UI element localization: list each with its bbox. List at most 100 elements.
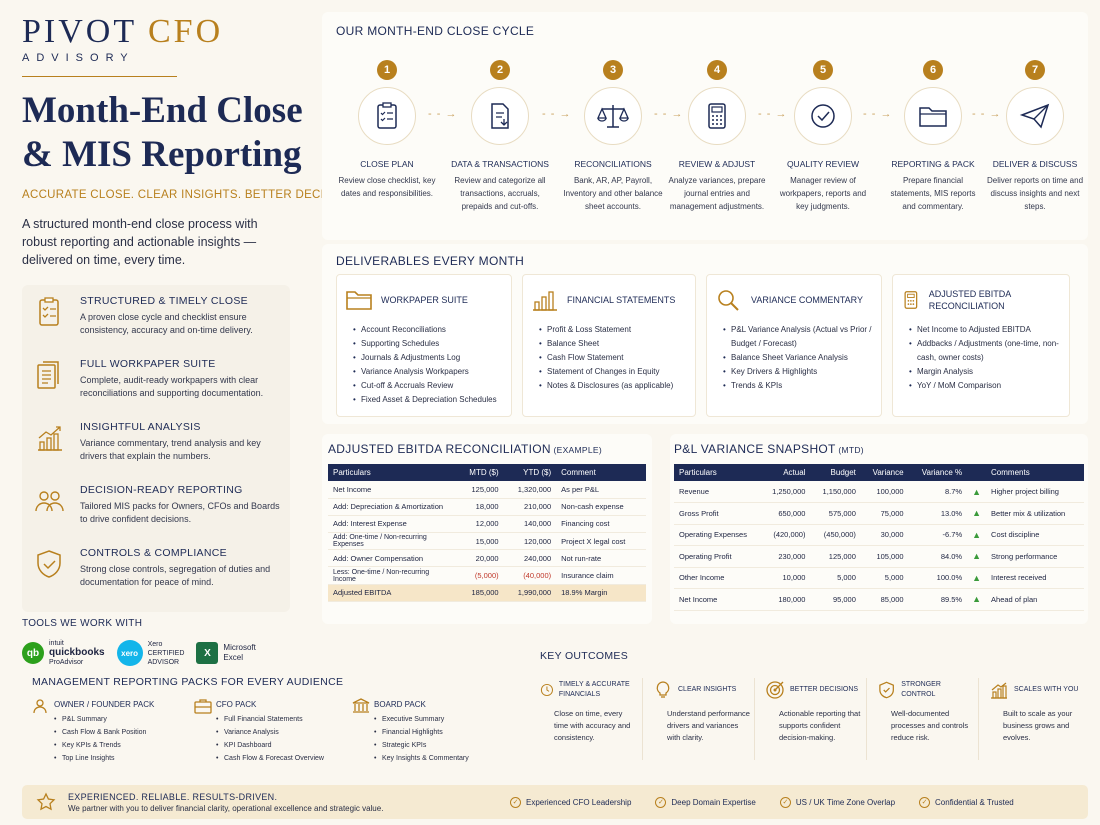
step-title: CLOSE PLAN	[360, 159, 414, 169]
calculator-icon	[708, 103, 726, 129]
step-text: Analyze variances, prepare journal entri…	[668, 176, 766, 211]
footer-badge: ✓ Experienced CFO Leadership	[510, 796, 631, 808]
shield-check-icon	[37, 550, 61, 578]
feature-item: FULL WORKPAPER SUITE Complete, audit-read…	[22, 354, 290, 417]
table-row: Gross Profit 650,000 575,000 75,000 13.0% ▲ Be…	[674, 502, 1084, 525]
paper-plane-icon	[1019, 103, 1050, 129]
pl-variance-table: Particulars Actual Budget Variance Variance …	[674, 464, 1084, 611]
growth-chart-icon	[38, 426, 62, 451]
feature-text: Strong close controls, segregation of du…	[80, 564, 271, 587]
folder-icon	[346, 291, 372, 310]
step-title: RECONCILIATIONS	[574, 159, 652, 169]
arrow-icon: - - →	[758, 108, 788, 120]
check-icon: ✓	[510, 796, 521, 808]
feature-item: STRUCTURED & TIMELY CLOSE A proven close …	[22, 291, 290, 354]
up-arrow-icon: ▲	[967, 502, 987, 525]
step-title: REPORTING & PACK	[891, 159, 975, 169]
key-outcomes-panel: KEY OUTCOMES TIMELY & ACCURATE FINANCIAL…	[520, 644, 1088, 780]
feature-title: CONTROLS & COMPLIANCE	[80, 547, 227, 559]
footer-text: We partner with you to deliver financial…	[68, 803, 384, 813]
growth-chart-icon	[991, 682, 1007, 699]
tools-list: qb intuit quickbooks ProAdvisor xero Xero C…	[22, 639, 298, 667]
deliverable-card: VARIANCE COMMENTARY P&L Variance Analysi…	[706, 274, 882, 417]
cycle-step: 1 CLOSE PLAN Review close checklist, key …	[337, 60, 437, 200]
step-title: QUALITY REVIEW	[786, 159, 860, 169]
feature-title: DECISION-READY REPORTING	[80, 484, 243, 496]
step-number: 1	[377, 60, 397, 80]
outcome-item: SCALES WITH YOU Built to scale as your b…	[978, 678, 1086, 760]
table-row: Add: Owner Compensation 20,000 240,000 Not …	[328, 549, 646, 568]
step-text: Prepare financial statements, MIS report…	[890, 176, 976, 211]
cycle-step: 6 REPORTING & PACK Prepare financial stat…	[883, 60, 983, 213]
footer-badge: ✓ Confidential & Trusted	[919, 796, 1014, 808]
deliverable-card: WORKPAPER SUITE Account ReconciliationsS…	[336, 274, 512, 417]
ebitda-panel: ADJUSTED EBITDA RECONCILIATION (EXAMPLE)…	[322, 434, 652, 624]
section-title: P&L VARIANCE SNAPSHOT (MTD)	[674, 442, 864, 456]
clipboard-icon	[377, 102, 397, 129]
footer-bar: EXPERIENCED. RELIABLE. RESULTS-DRIVEN. We…	[22, 785, 1088, 819]
check-icon: ✓	[779, 796, 791, 808]
step-number: 5	[813, 60, 833, 80]
briefcase-icon	[194, 699, 212, 714]
excel-logo: X Microsoft Excel	[196, 642, 256, 664]
check-icon: ✓	[919, 796, 931, 808]
tagline: ACCURATE CLOSE. CLEAR INSIGHTS. BETTER D…	[22, 189, 365, 201]
arrow-icon: - - →	[542, 108, 572, 120]
excel-icon: X	[196, 642, 219, 664]
up-arrow-icon: ▲	[967, 524, 987, 546]
feature-item: CONTROLS & COMPLIANCE Strong close contro…	[22, 543, 290, 606]
cycle-steps: 1 CLOSE PLAN Review close checklist, key …	[322, 60, 1088, 230]
feature-text: Complete, audit-ready workpapers with cl…	[80, 375, 264, 398]
section-title: MANAGEMENT REPORTING PACKS FOR EVERY AUD…	[32, 676, 344, 688]
feature-item: DECISION-READY REPORTING Tailored MIS pac…	[22, 480, 290, 543]
step-number: 2	[490, 60, 510, 80]
feature-item: INSIGHTFUL ANALYSIS Variance commentary, …	[22, 417, 290, 480]
table-row: Less: One-time / Non-recurring Income (5,…	[328, 566, 646, 585]
step-number: 3	[603, 60, 623, 80]
tools-title: TOOLS WE WORK WITH	[22, 618, 143, 629]
step-title: DATA & TRANSACTIONS	[451, 159, 549, 169]
cycle-step: 4 REVIEW & ADJUST Analyze variances, prep…	[667, 60, 767, 213]
table-row: Add: Interest Expense 12,000 140,000 Financ…	[328, 515, 646, 534]
step-title: REVIEW & ADJUST	[678, 159, 756, 169]
footer-badge: ✓ Deep Domain Expertise	[655, 796, 756, 808]
pack-card: CFO PACK Full Financial StatementsVarian…	[194, 699, 344, 774]
cycle-step: 2 DATA & TRANSACTIONS Review and categori…	[450, 60, 550, 213]
bank-icon	[352, 698, 370, 713]
reporting-packs-panel: MANAGEMENT REPORTING PACKS FOR EVERY AUD…	[22, 672, 502, 780]
feature-text: A proven close cycle and checklist ensur…	[80, 312, 253, 335]
feature-title: INSIGHTFUL ANALYSIS	[80, 421, 201, 433]
arrow-icon: - - →	[654, 108, 684, 120]
table-row: Add: One-time / Non-recurring Expenses 15…	[328, 532, 646, 551]
arrow-icon: - - →	[863, 108, 893, 120]
documents-icon	[37, 361, 59, 389]
magnifier-icon	[718, 290, 739, 311]
table-row: Revenue 1,250,000 1,150,000 100,000 8.7% ▲ Hig…	[674, 481, 1084, 503]
step-text: Deliver reports on time and discuss insi…	[986, 176, 1084, 211]
table-row: Net Income 125,000 1,320,000 As per P&L	[328, 481, 646, 499]
outcome-item: TIMELY & ACCURATE FINANCIALS Close on ti…	[530, 678, 638, 760]
cycle-step: 5 QUALITY REVIEW Manager review of workpa…	[773, 60, 873, 213]
ebitda-table: Particulars MTD ($) YTD ($) Comment Net Inc…	[328, 464, 646, 602]
footer-title: EXPERIENCED. RELIABLE. RESULTS-DRIVEN.	[68, 791, 278, 802]
outcome-item: BETTER DECISIONS Actionable reporting th…	[754, 678, 862, 760]
step-title: DELIVER & DISCUSS	[992, 159, 1078, 169]
feature-title: FULL WORKPAPER SUITE	[80, 358, 216, 370]
up-arrow-icon: ▲	[967, 481, 987, 503]
pack-card: OWNER / FOUNDER PACK P&L SummaryCash Flo…	[32, 699, 182, 774]
table-row: Operating Expenses (420,000) (450,000) 30,0…	[674, 524, 1084, 546]
step-text: Bank, AR, AP, Payroll, Inventory and oth…	[563, 176, 663, 211]
deliverable-card: FINANCIAL STATEMENTS Profit & Loss State…	[522, 274, 696, 417]
step-number: 4	[707, 60, 727, 80]
people-icon	[35, 491, 64, 512]
up-arrow-icon: ▲	[967, 545, 987, 568]
person-icon	[33, 699, 47, 714]
step-number: 6	[923, 60, 943, 80]
step-text: Review close checklist, key dates and re…	[338, 176, 436, 198]
pack-card: BOARD PACK Executive SummaryFinancial Hi…	[352, 698, 492, 774]
quickbooks-logo: qb intuit quickbooks ProAdvisor	[22, 639, 105, 667]
section-title: ADJUSTED EBITDA RECONCILIATION (EXAMPLE)	[328, 442, 602, 456]
cycle-step: 7 DELIVER & DISCUSS Deliver reports on ti…	[985, 60, 1085, 213]
deliverables-panel: DELIVERABLES EVERY MONTH WORKPAPER SUITE…	[322, 244, 1088, 424]
step-text: Manager review of workpapers, reports an…	[779, 176, 867, 211]
